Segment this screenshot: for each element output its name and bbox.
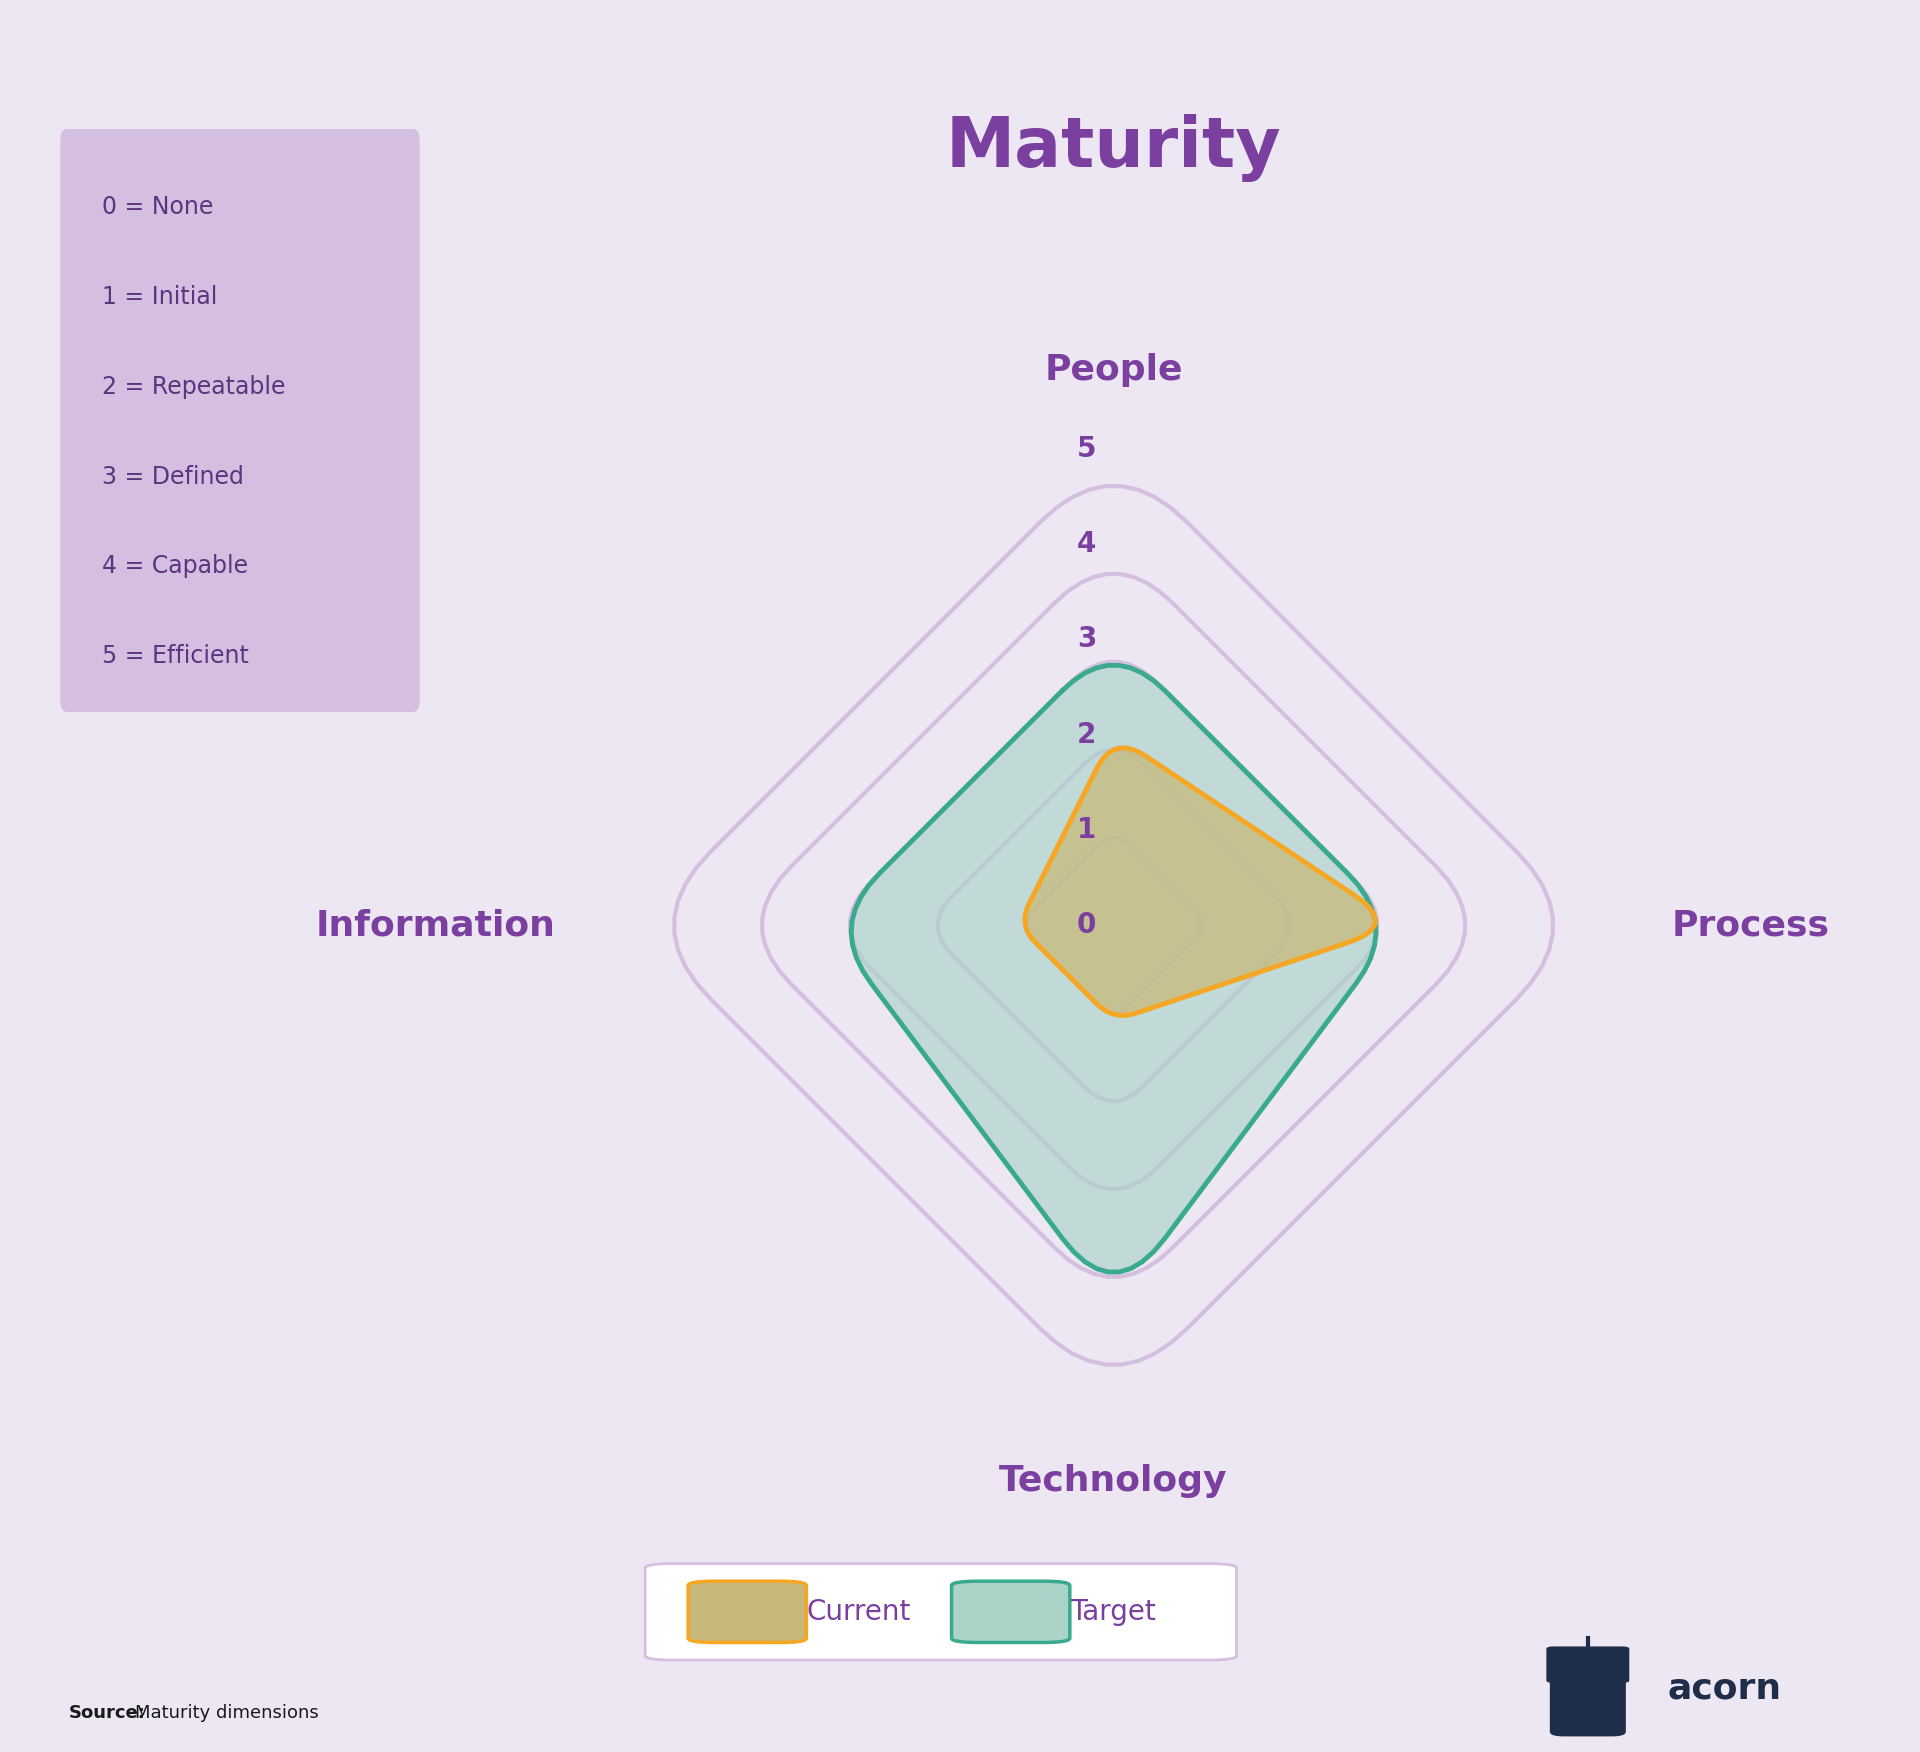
Text: 4 = Capable: 4 = Capable xyxy=(102,554,248,578)
FancyBboxPatch shape xyxy=(60,130,420,711)
Text: Current: Current xyxy=(806,1598,910,1626)
Text: acorn: acorn xyxy=(1667,1671,1782,1706)
Text: 4: 4 xyxy=(1077,529,1096,557)
Polygon shape xyxy=(1025,748,1375,1016)
Text: 1 = Initial: 1 = Initial xyxy=(102,286,217,308)
Text: 5: 5 xyxy=(1077,434,1096,463)
Polygon shape xyxy=(1025,837,1202,1013)
Polygon shape xyxy=(851,662,1377,1190)
Text: 5 = Efficient: 5 = Efficient xyxy=(102,645,248,668)
Text: Maturity: Maturity xyxy=(947,114,1281,182)
Polygon shape xyxy=(939,750,1288,1100)
Text: 0: 0 xyxy=(1077,911,1096,939)
Text: 3 = Defined: 3 = Defined xyxy=(102,464,244,489)
Text: Information: Information xyxy=(317,908,555,943)
Polygon shape xyxy=(851,666,1377,1272)
Polygon shape xyxy=(762,575,1465,1277)
Text: 3: 3 xyxy=(1077,625,1096,653)
Text: 2: 2 xyxy=(1077,720,1096,748)
Text: Maturity dimensions: Maturity dimensions xyxy=(134,1703,319,1722)
FancyBboxPatch shape xyxy=(952,1580,1069,1643)
Text: 0 = None: 0 = None xyxy=(102,196,213,219)
Text: Process: Process xyxy=(1672,908,1830,943)
FancyBboxPatch shape xyxy=(645,1563,1236,1661)
FancyBboxPatch shape xyxy=(1546,1647,1630,1684)
Text: Technology: Technology xyxy=(998,1465,1229,1498)
Text: People: People xyxy=(1044,352,1183,387)
FancyBboxPatch shape xyxy=(687,1580,806,1643)
FancyBboxPatch shape xyxy=(1549,1664,1626,1736)
Text: Target: Target xyxy=(1069,1598,1156,1626)
Text: Source:: Source: xyxy=(69,1703,146,1722)
Text: 2 = Repeatable: 2 = Repeatable xyxy=(102,375,286,399)
Polygon shape xyxy=(674,485,1553,1365)
Text: 1: 1 xyxy=(1077,816,1096,844)
